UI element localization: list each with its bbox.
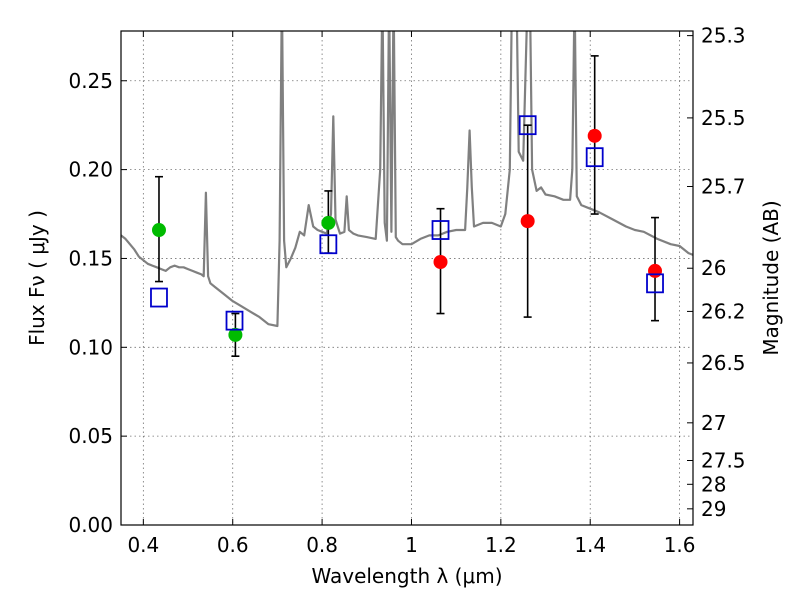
y2-tick-label: 28	[701, 472, 726, 496]
y2-axis-title: Magnitude (AB)	[759, 200, 783, 355]
model-photometry-square	[150, 287, 168, 308]
y-tick-label: 0.25	[68, 69, 113, 93]
model-photometry-square	[319, 234, 338, 255]
model-photometry-square	[585, 147, 604, 168]
y2-tick-label: 26.2	[701, 299, 746, 323]
axes: 0.4 0.6 0.8 1 1.2 1.4 1.6 0.00 0.05 0.10 0.15 0.20 0…	[68, 24, 745, 557]
y-tick-label: 0.20	[68, 158, 113, 182]
x-tick-label: 0.6	[217, 533, 249, 557]
model-photometry-square	[646, 273, 664, 294]
plot-frame	[120, 30, 694, 526]
y-tick-label: 0.00	[68, 513, 113, 537]
grid	[121, 31, 693, 525]
model-photometry-square	[431, 220, 450, 240]
x-tick-label: 1.2	[485, 533, 517, 557]
plot-area	[121, 31, 693, 357]
y-tick-label: 0.05	[68, 424, 113, 448]
green-data-point	[228, 327, 243, 342]
x-tick-label: 0.8	[306, 533, 338, 557]
red-data-point	[433, 255, 448, 270]
y2-tick-label: 27	[701, 411, 726, 435]
x-tick-label: 1.6	[664, 533, 696, 557]
y2-tick-label: 26	[701, 256, 726, 280]
x-tick-label: 1	[405, 533, 418, 557]
y-tick-label: 0.15	[68, 246, 113, 270]
y-tick-label: 0.10	[68, 335, 113, 359]
red-data-point	[587, 128, 602, 143]
red-data-point	[648, 263, 663, 278]
red-data-point	[520, 214, 535, 229]
y2-tick-label: 25.7	[701, 174, 746, 198]
y2-tick-label: 25.5	[701, 106, 746, 130]
model-photometry-square	[225, 310, 244, 331]
model-photometry-square	[518, 115, 537, 136]
y2-tick-label: 25.3	[701, 24, 746, 48]
model-spectrum-line	[121, 31, 693, 328]
green-data-point	[321, 215, 336, 230]
y2-tick-label: 26.5	[701, 351, 746, 375]
y2-tick-label: 29	[701, 497, 726, 521]
x-tick-label: 1.4	[574, 533, 606, 557]
y2-tick-label: 27.5	[701, 448, 746, 472]
x-tick-label: 0.4	[127, 533, 159, 557]
y-axis-title: Flux Fν ( μJy )	[25, 210, 49, 346]
x-axis-title: Wavelength λ (μm)	[311, 564, 502, 588]
green-data-point	[151, 223, 166, 238]
